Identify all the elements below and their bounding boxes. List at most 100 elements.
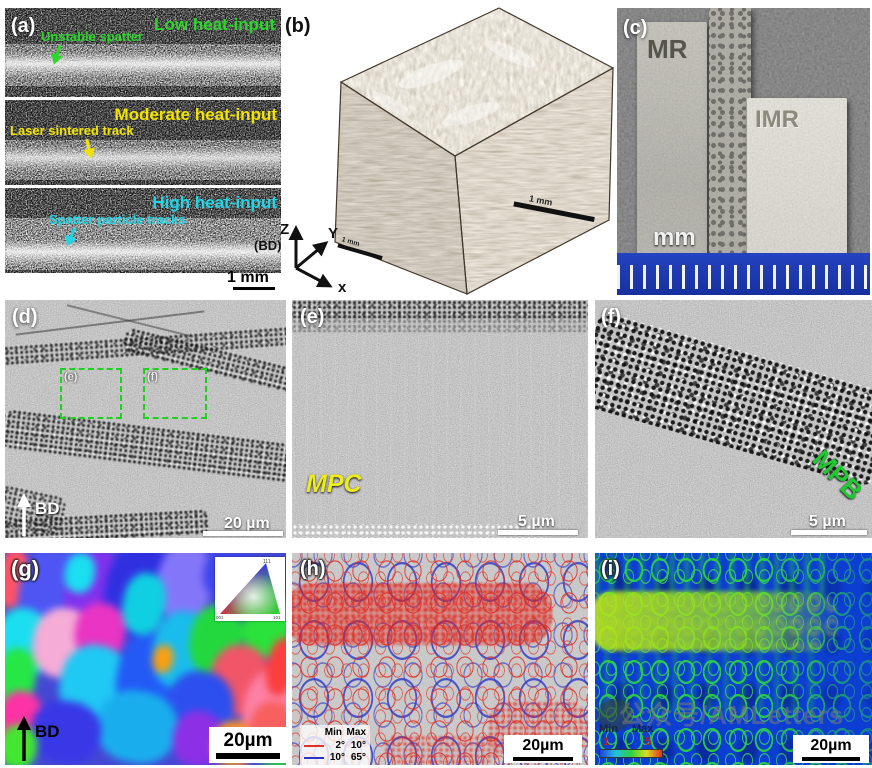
lagb-line-swatch [304,744,324,747]
scale-box-h: 20µm [504,735,582,763]
kam-colorbar [599,749,663,759]
annotation-unstable-spatter: Unstable spatter [41,29,143,44]
kam-max-label: Max [631,723,654,735]
scale-bar-g [216,753,280,759]
panel-d-label: (d) [12,306,38,328]
legend-max-header: Max [346,727,366,738]
scale-box-g: 20µm [209,727,286,763]
lagb-patch [384,735,500,763]
scale-bar-d [203,531,283,536]
ruler-ticks [617,265,870,289]
panel-f-label: (f) [601,306,621,328]
top-boundary-speckle [292,314,588,332]
panel-i: 公众号/AMLetters Min Max 1 5 20µm (i) [595,553,872,765]
spatter-image-high: High heat-input Spatter particle tracks [5,188,281,273]
lagb-min: 2° [335,739,345,751]
panel-f: MPB 5 µm (f) [595,300,872,538]
axis-bd-label: (BD) [254,238,281,253]
scale-bar-i [802,756,860,761]
axis-z-label: Z [280,221,289,238]
annotation-spatter-particle-tracks: Spatter particle tracks [49,212,186,227]
embossed-mark-right: IMR [755,106,799,133]
spatter-image-moderate: Moderate heat-input Laser sintered track [5,100,281,185]
yellow-arrow-icon [83,138,95,159]
panel-c-label: (c) [623,17,648,39]
roi-e-label: (e) [64,371,78,383]
lagb-dense-band [292,583,552,645]
title-high-heat-input: High heat-input [152,193,277,212]
scale-label-i: 20µm [810,736,852,754]
cube-scale-left: 1 mm [341,236,361,248]
panel-i-label: (i) [601,558,620,580]
title-moderate-heat-input: Moderate heat-input [114,105,277,124]
microstructure-cube: 1 mm 1 mm [334,7,615,295]
legend-min-header: Min [324,727,342,738]
vertical-streaks [292,300,588,538]
panel-e-label: (e) [300,306,325,328]
sample-left: MR [637,22,707,256]
lagb-max: 10° [350,739,366,751]
panel-g: 111 001 101 BD 20µm (g) [5,553,286,765]
mpc-tag: MPC [306,470,362,498]
kam-min-label: Min [599,723,618,735]
bd-arrow-icon [17,716,31,761]
panel-b: 1 mm 1 mm (b) [281,4,617,300]
ipf-001-label: 001 [216,615,224,620]
panel-h: Min Max 2° 10° 10° 65° 20µm (h) [292,553,588,765]
axis-arrows-icon: Z (BD) Y x [254,221,347,296]
panel-a: (a) Unstable spatter Low heat-input Mode… [5,8,281,292]
misorientation-legend: Min Max 2° 10° 10° 65° [300,725,370,765]
panel-h-label: (h) [300,558,326,580]
kam-hot-band [595,591,837,651]
hagb-max: 65° [350,752,366,763]
scale-label-a: 1 mm [227,269,269,286]
panel-g-label: (g) [11,556,40,581]
scale-bar-a [233,287,275,290]
panel-c: MR IMR mm (c) [617,8,870,295]
watermark-logo [597,699,633,731]
panel-e: MPC 5 µm (e) [292,300,588,538]
spatter-image-low: (a) Unstable spatter Low heat-input [5,8,281,97]
panel-d: (e) (f) BD 20 µm (d) [5,300,286,538]
kam-green-streaks [595,553,835,595]
bd-arrow-icon [17,493,31,536]
roi-f-label: (f) [147,371,158,383]
unit-label-mm: mm [653,224,696,251]
ruler [617,253,870,295]
hagb-min: 10° [329,752,345,763]
annotation-laser-sintered-track: Laser sintered track [10,123,134,138]
sample-lattice [709,8,751,254]
hagb-line-swatch [304,757,324,760]
kam-right-fade [761,553,872,765]
scale-label-g: 20µm [223,730,273,751]
ipf-111-label: 111 [263,559,271,565]
panel-b-label: (b) [285,15,311,37]
kam-hi-value: 5 [645,736,652,749]
scale-bar-e [498,530,578,535]
axis-y-label: Y [328,225,338,242]
bottom-bright-particles [292,524,542,538]
kam-legend: Min Max 1 5 [599,723,663,759]
ipf-color-key: 111 001 101 [215,557,285,621]
bd-label: BD [35,722,60,741]
scale-label-h: 20µm [522,736,564,754]
ipf-101-label: 101 [273,615,281,620]
cube-scale-right: 1 mm [528,193,553,207]
top-boundary-speckle [292,300,588,318]
axis-x-label: x [338,279,347,296]
scale-bar-h [513,756,573,761]
bd-label: BD [35,499,60,518]
watermark-text: 公众号/AMLetters [619,700,845,730]
scale-bar-f [791,530,867,535]
kam-green-streaks [605,649,825,713]
green-arrow-icon [51,45,63,65]
roi-box-e: (e) [60,368,122,419]
kam-lo-value: 1 [603,736,610,749]
scale-label-e: 5 µm [518,513,555,530]
embossed-mark-left: MR [647,34,688,64]
scale-label-f: 5 µm [809,513,846,530]
scale-box-i: 20µm [793,735,869,763]
panel-a-label: (a) [11,15,36,37]
scale-label-d: 20 µm [224,515,270,532]
